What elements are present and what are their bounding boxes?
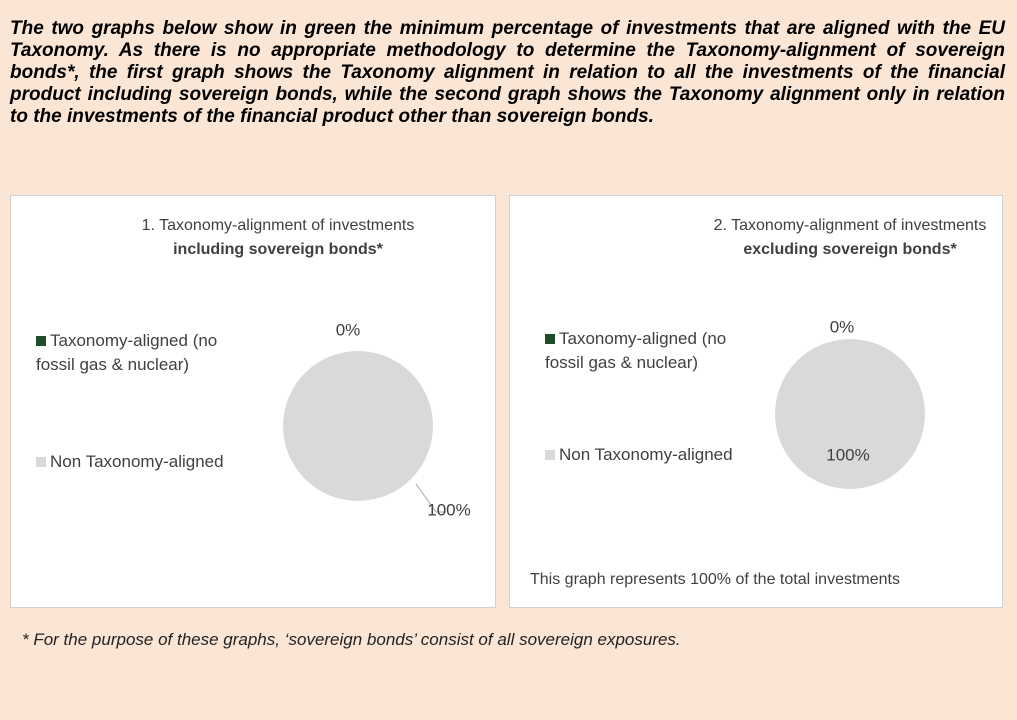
data-label: 0%: [830, 317, 855, 336]
data-label: 100%: [427, 500, 470, 519]
legend-item: Taxonomy-aligned (no fossil gas & nuclea…: [545, 327, 735, 375]
legend-swatch: [36, 336, 46, 346]
legend-swatch: [545, 334, 555, 344]
legend-item: Non Taxonomy-aligned: [545, 443, 735, 467]
chart-panel: 2. Taxonomy-alignment of investments excl…: [509, 195, 1003, 608]
legend-label: Taxonomy-aligned (no fossil gas & nuclea…: [36, 331, 218, 374]
legend-item: Non Taxonomy-aligned: [36, 450, 226, 474]
data-label: 0%: [336, 320, 361, 339]
pie-slice: [775, 339, 925, 489]
chart-subtitle: including sovereign bonds*: [173, 241, 383, 258]
leader-line: [415, 483, 446, 513]
pie: 0% 100%: [283, 320, 471, 519]
pie: 0% 100%: [775, 317, 925, 489]
data-label: 100%: [826, 445, 869, 464]
chart-title: 1. Taxonomy-alignment of investments: [141, 217, 415, 234]
chart-title: 2. Taxonomy-alignment of investments: [713, 217, 987, 234]
intro-text: The two graphs below show in green the m…: [10, 18, 1005, 127]
footnote: * For the purpose of these graphs, ‘sove…: [22, 630, 681, 649]
legend-label: Non Taxonomy-aligned: [559, 445, 733, 464]
legend-label: Taxonomy-aligned (no fossil gas & nuclea…: [545, 329, 727, 372]
chart-note: This graph represents 100% of the total …: [530, 571, 900, 588]
legend-swatch: [36, 457, 46, 467]
pie-slice: [283, 351, 433, 501]
legend-swatch: [545, 450, 555, 460]
legend-label: Non Taxonomy-aligned: [50, 452, 224, 471]
chart-subtitle: excluding sovereign bonds*: [743, 241, 957, 258]
chart-panel: 1. Taxonomy-alignment of investments incl…: [10, 195, 496, 608]
legend-item: Taxonomy-aligned (no fossil gas & nuclea…: [36, 329, 226, 377]
